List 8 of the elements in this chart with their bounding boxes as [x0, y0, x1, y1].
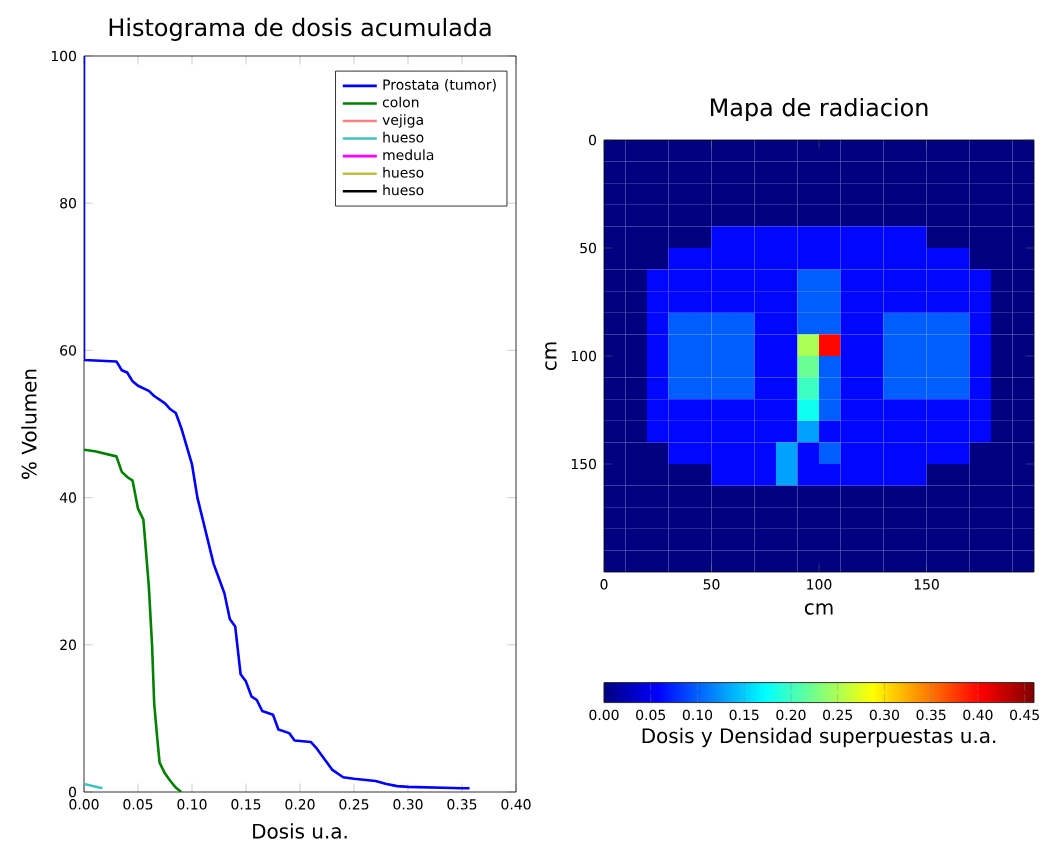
- x-axis-title: Dosis u.a.: [253, 823, 347, 839]
- chart-title: Histograma de dosis acumulada: [109, 17, 491, 41]
- y-axis-title: cm: [545, 342, 557, 371]
- line-series: [84, 448, 183, 792]
- x-axis-title: cm: [804, 603, 833, 615]
- color-bar-title: Dosis y Densidad superpuestas u.a.: [642, 727, 996, 748]
- chart-title: Mapa de radiacion: [710, 97, 928, 121]
- y-axis-title: % Volumen: [21, 369, 37, 479]
